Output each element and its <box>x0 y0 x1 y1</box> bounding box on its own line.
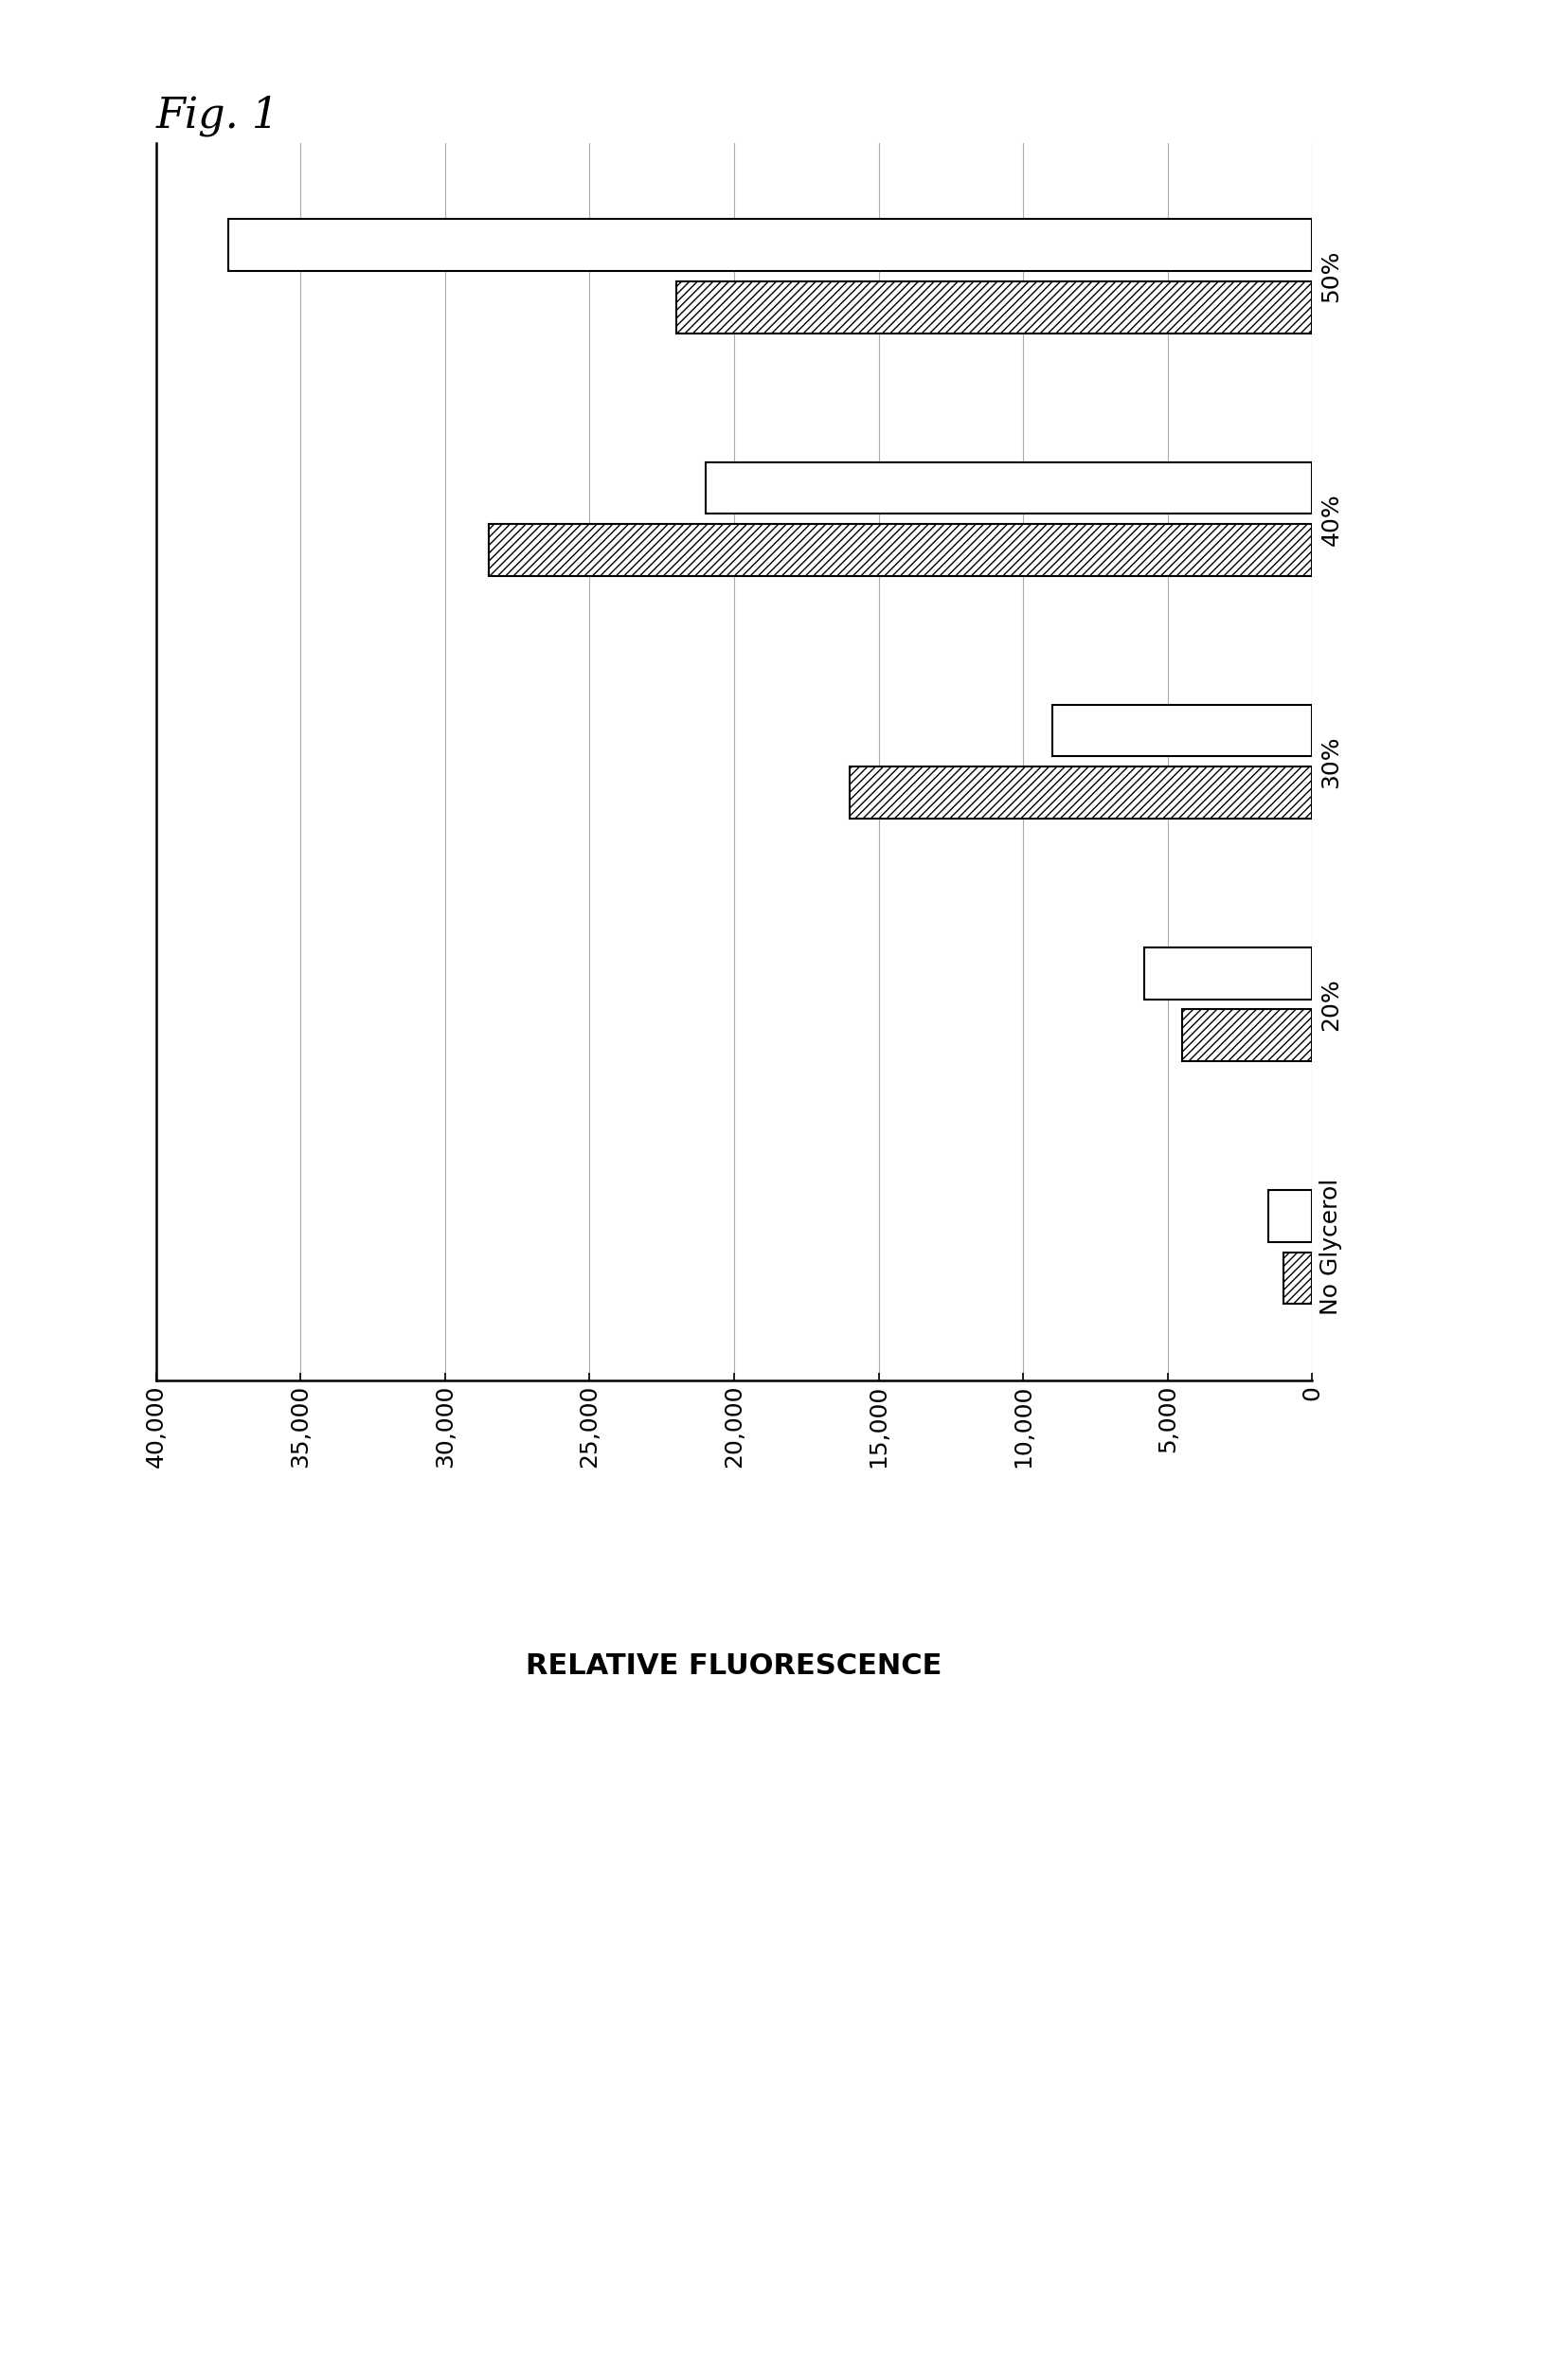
Bar <box>706 462 1311 514</box>
Bar <box>228 219 1311 271</box>
Bar <box>849 766 1311 819</box>
Bar <box>1144 947 1311 1000</box>
Bar <box>489 524 1311 576</box>
Text: Fig. 1: Fig. 1 <box>156 95 279 136</box>
Bar <box>1052 704 1311 757</box>
Text: RELATIVE FLUORESCENCE: RELATIVE FLUORESCENCE <box>526 1652 941 1680</box>
Bar <box>676 281 1311 333</box>
Bar <box>1268 1190 1311 1242</box>
Bar <box>1283 1252 1311 1304</box>
Bar <box>1182 1009 1311 1061</box>
